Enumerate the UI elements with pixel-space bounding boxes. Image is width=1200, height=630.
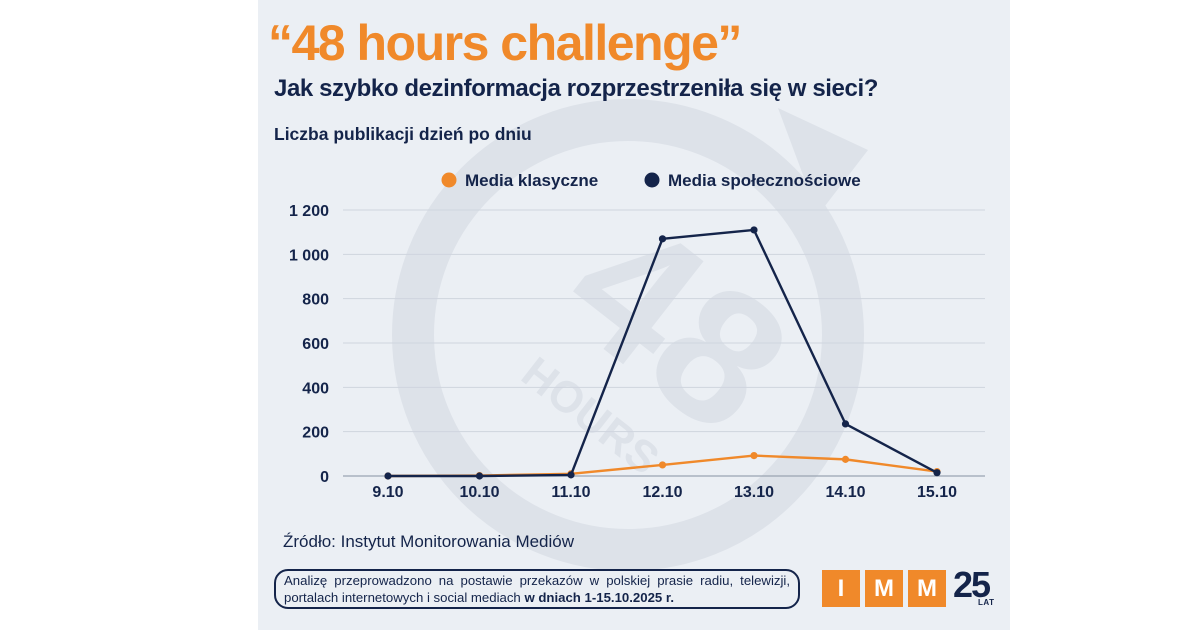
data-point [475, 472, 484, 480]
y-tick-label: 600 [302, 336, 329, 353]
data-point [750, 452, 758, 460]
logo-letter-m2: M [908, 570, 946, 607]
data-point [567, 471, 575, 479]
y-tick-label: 1 000 [289, 247, 329, 264]
x-tick-label: 13.10 [734, 484, 774, 501]
subtitle: Jak szybko dezinformacja rozprzestrzenił… [274, 75, 878, 102]
note-text: Analizę przeprowadzono na postawie przek… [284, 573, 790, 605]
y-tick-label: 0 [320, 469, 329, 486]
data-point [384, 472, 392, 480]
x-tick-label: 10.10 [459, 484, 499, 501]
series-line [388, 228, 938, 478]
legend-label: Media klasyczne [465, 171, 598, 190]
legend-label: Media społecznościowe [668, 171, 861, 190]
legend-marker [644, 172, 660, 188]
y-tick-label: 200 [302, 425, 329, 442]
headline: “48 hours challenge” [268, 15, 742, 71]
hourglass-watermark-icon: 48 HOURS [392, 99, 868, 571]
x-tick-label: 12.10 [642, 484, 682, 501]
data-point [658, 235, 667, 243]
y-tick-label: 400 [302, 380, 329, 397]
x-tick-label: 14.10 [825, 484, 865, 501]
data-point [841, 420, 850, 428]
x-tick-label: 15.10 [917, 484, 957, 501]
data-point [841, 455, 850, 463]
anniversary-badge: 25 LAT [953, 564, 1005, 610]
x-tick-label: 9.10 [372, 484, 403, 501]
x-tick-label: 11.10 [551, 484, 590, 501]
infographic-card: 48 HOURS [258, 0, 1010, 630]
chart-title: Liczba publikacji dzień po dniu [274, 124, 532, 144]
y-tick-label: 1 200 [289, 203, 329, 220]
legend-marker [441, 172, 457, 188]
imm-logo: I M M 25 LAT [822, 564, 1005, 610]
source-label: Źródło: Instytut Monitorowania Mediów [283, 532, 575, 551]
note-date-range: w dniach 1-15.10.2025 r. [524, 590, 674, 605]
y-tick-label: 800 [302, 292, 329, 309]
data-point [750, 226, 758, 234]
anniversary-label: LAT [978, 598, 995, 607]
data-point [933, 469, 941, 477]
logo-letter-m1: M [865, 570, 903, 607]
data-point [658, 461, 667, 469]
anniversary-number: 25 [953, 564, 991, 605]
logo-letter-i: I [822, 570, 860, 607]
methodology-note: Analizę przeprowadzono na postawie przek… [274, 569, 800, 609]
